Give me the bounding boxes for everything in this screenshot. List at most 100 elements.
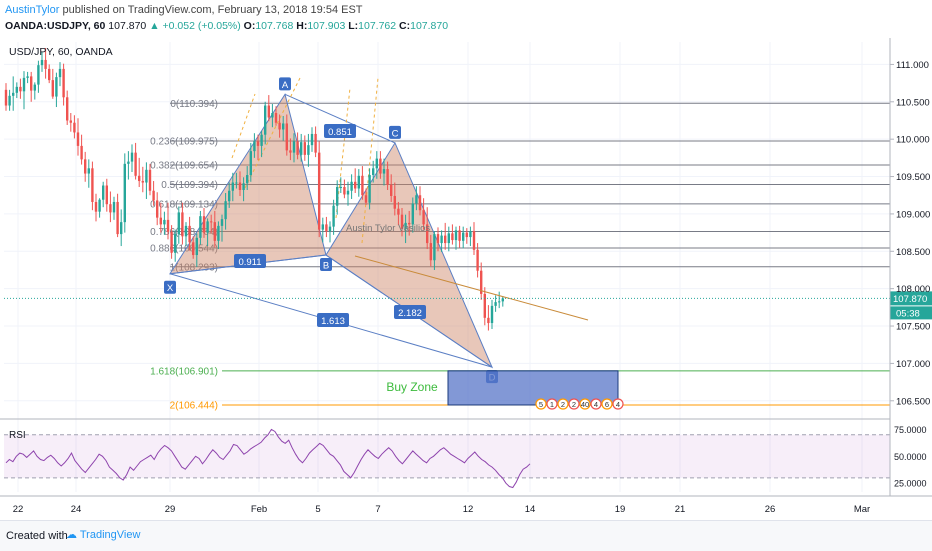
- last-price: 107.870: [108, 20, 147, 32]
- rsi-line: [5, 428, 531, 489]
- candle-body: [336, 187, 339, 206]
- author-link[interactable]: AustinTylor: [5, 4, 60, 16]
- candle-body: [73, 122, 76, 133]
- candle-body: [238, 182, 242, 190]
- event-marker: [579, 398, 591, 410]
- countdown-tag: [890, 306, 932, 320]
- event-marker: [601, 398, 613, 410]
- candle-body: [102, 185, 105, 200]
- candle-body: [400, 214, 404, 229]
- candle-body: [235, 182, 238, 184]
- candle-body: [462, 232, 465, 241]
- event-label: 5: [539, 400, 543, 409]
- low-value: 107.762: [358, 20, 397, 32]
- candle-body: [382, 169, 386, 174]
- last-price-tag: [890, 291, 932, 306]
- ratio-label: 0.851: [328, 127, 352, 138]
- candle-body: [51, 80, 54, 97]
- candle-body: [220, 219, 224, 226]
- candle-body: [127, 161, 130, 164]
- candle-body: [228, 190, 231, 202]
- candle-body: [321, 224, 324, 230]
- candle-body: [231, 182, 234, 191]
- candle-body: [206, 221, 209, 233]
- candle-body: [415, 195, 418, 204]
- y-tick-label: 110.000: [896, 135, 930, 146]
- candle-body: [300, 142, 303, 155]
- candle-body: [418, 195, 422, 211]
- x-tick-label: 5: [315, 504, 320, 515]
- point-label: B: [323, 261, 329, 272]
- rsi-pane: 75.0000 50.0000 25.0000: [4, 425, 927, 489]
- y-tick-label: 108.000: [896, 284, 930, 295]
- candle-body: [199, 216, 202, 238]
- candle-body: [170, 231, 173, 253]
- candle-body: [372, 168, 375, 176]
- x-tick-label: 22: [13, 504, 24, 515]
- candle-body: [123, 163, 126, 223]
- chart-frame[interactable]: 0(110.394) 0.236(109.975) 0.382(109.654) 0.…: [0, 38, 932, 520]
- candle-body: [195, 237, 198, 256]
- candle-body: [174, 234, 177, 253]
- fib-label: 0(110.394): [170, 99, 218, 110]
- trendline: [354, 255, 589, 321]
- candle-body: [393, 195, 396, 209]
- y-tick-label: 108.500: [896, 247, 930, 258]
- x-tick-label: 14: [525, 504, 536, 515]
- candle-body: [138, 175, 141, 182]
- close-label: C:: [399, 20, 411, 32]
- candle-body: [48, 68, 51, 81]
- candle-body: [447, 233, 450, 244]
- candle-body: [4, 89, 8, 106]
- candle-body: [386, 169, 389, 185]
- open-value: 107.768: [255, 20, 294, 32]
- candle-body: [379, 158, 382, 174]
- chart-svg[interactable]: 0(110.394) 0.236(109.975) 0.382(109.654) 0.…: [0, 38, 932, 520]
- candle-body: [94, 201, 98, 212]
- candle-body: [282, 123, 285, 130]
- candle-body: [177, 212, 180, 235]
- candle-body: [285, 123, 288, 151]
- x-tick-label: 24: [71, 504, 82, 515]
- candle-body: [37, 65, 40, 85]
- candle-body: [289, 150, 292, 153]
- fib-retracement[interactable]: 0(110.394) 0.236(109.975) 0.382(109.654) 0.…: [150, 99, 890, 412]
- fib-label: 1(108.293): [170, 262, 218, 273]
- rsi-tick-label: 75.0000: [894, 425, 927, 435]
- dashed-helper: [244, 77, 301, 189]
- fib-label: 0.786(108.764): [150, 227, 218, 238]
- point-label: X: [167, 283, 174, 294]
- candle-body: [494, 302, 497, 306]
- y-tick-label: 111.000: [896, 60, 929, 71]
- pattern-ac-line: [284, 93, 396, 144]
- candle-body: [253, 141, 256, 152]
- candle-body: [364, 195, 368, 203]
- candle-body: [44, 59, 47, 69]
- candle-body: [12, 92, 15, 96]
- high-label: H:: [296, 20, 308, 32]
- y-tick-label: 109.500: [896, 172, 930, 183]
- candle-body: [368, 175, 371, 203]
- y-tick-label: 110.500: [896, 97, 930, 108]
- candle-body: [159, 217, 162, 225]
- candle-body: [210, 221, 213, 223]
- x-tick-label: 29: [165, 504, 176, 515]
- countdown-value: 05:38: [896, 308, 920, 319]
- candle-body: [156, 200, 159, 218]
- published-text: published on TradingView.com, February 1…: [62, 4, 363, 16]
- event-marker: [535, 398, 547, 410]
- candle-body: [267, 105, 270, 118]
- tradingview-logo[interactable]: ☁ TradingView: [66, 529, 141, 541]
- candle-body: [109, 204, 112, 213]
- candle-body: [120, 222, 123, 235]
- buy-zone-box: [447, 370, 619, 406]
- symbol-label: OANDA:USDJPY, 60: [5, 20, 106, 32]
- watermark: Austin Tylor Vasilios: [346, 223, 430, 234]
- candle-body: [454, 230, 458, 241]
- ratio-badge: [234, 254, 266, 268]
- candle-body: [350, 181, 353, 191]
- candle-body: [397, 208, 400, 215]
- y-tick-label: 109.000: [896, 209, 930, 220]
- fib-label: 0.5(109.394): [161, 180, 218, 191]
